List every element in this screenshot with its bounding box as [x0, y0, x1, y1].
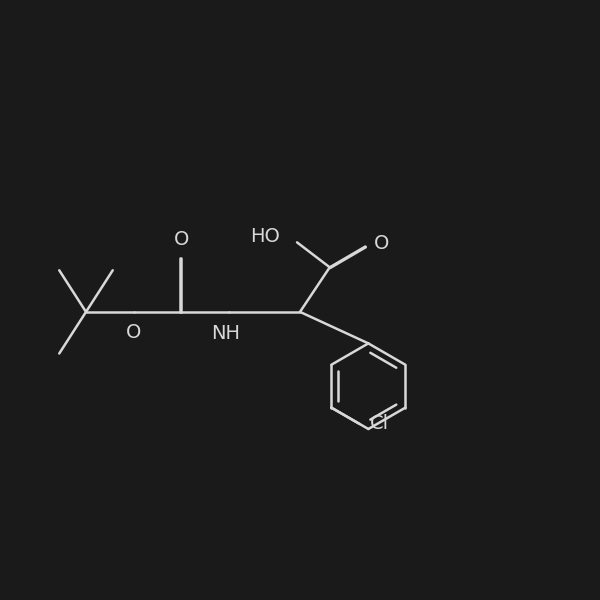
Text: Cl: Cl: [370, 415, 389, 433]
Text: O: O: [126, 323, 141, 341]
Text: NH: NH: [211, 324, 240, 343]
Text: O: O: [374, 234, 389, 253]
Text: O: O: [173, 230, 189, 250]
Text: HO: HO: [251, 227, 280, 246]
